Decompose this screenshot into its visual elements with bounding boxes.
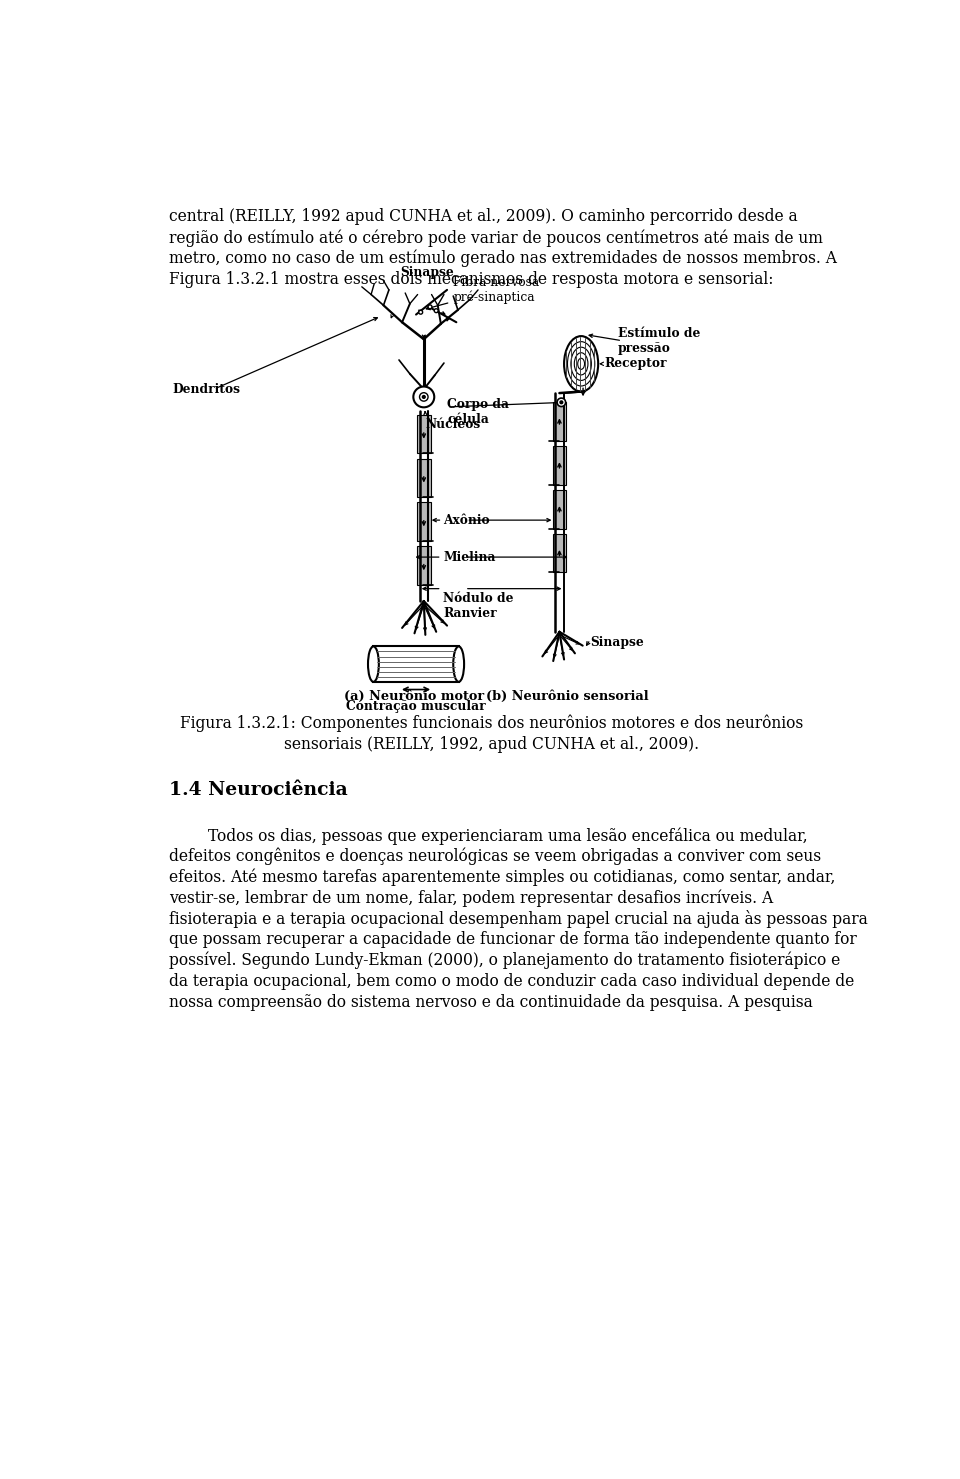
Text: Corpo da
célula: Corpo da célula (447, 398, 509, 426)
Text: Sinapse: Sinapse (590, 636, 644, 649)
Bar (417, 414, 431, 453)
Text: Nódulo de
Ranvier: Nódulo de Ranvier (444, 592, 514, 620)
Bar (554, 534, 566, 572)
Text: nossa compreensão do sistema nervoso e da continuidade da pesquisa. A pesquisa: nossa compreensão do sistema nervoso e d… (169, 994, 812, 1010)
Bar (417, 458, 431, 497)
Bar (554, 447, 566, 485)
Bar (554, 402, 566, 441)
Circle shape (428, 305, 432, 309)
Text: Contração muscular: Contração muscular (347, 701, 486, 713)
Text: Todos os dias, pessoas que experienciaram uma lesão encefálica ou medular,: Todos os dias, pessoas que experienciara… (169, 827, 807, 845)
Text: Mielina: Mielina (444, 550, 495, 563)
Text: (b) Neurônio sensorial: (b) Neurônio sensorial (486, 689, 649, 703)
Text: vestir-se, lembrar de um nome, falar, podem representar desafios incríveis. A: vestir-se, lembrar de um nome, falar, po… (169, 889, 773, 907)
Circle shape (434, 309, 438, 312)
Text: possível. Segundo Lundy-Ekman (2000), o planejamento do tratamento fisioterápico: possível. Segundo Lundy-Ekman (2000), o … (169, 952, 840, 969)
Text: Núcleos: Núcleos (425, 419, 481, 432)
Circle shape (557, 398, 565, 407)
Circle shape (422, 395, 425, 398)
Text: Fibra nervosa
pré-sinaptica: Fibra nervosa pré-sinaptica (426, 275, 540, 309)
Ellipse shape (453, 646, 464, 682)
Text: central (REILLY, 1992 apud CUNHA et al., 2009). O caminho percorrido desde a: central (REILLY, 1992 apud CUNHA et al.,… (169, 209, 798, 225)
Bar (373, 646, 459, 682)
Text: (a) Neurônio motor: (a) Neurônio motor (345, 689, 485, 703)
Text: que possam recuperar a capacidade de funcionar de forma tão independente quanto : que possam recuperar a capacidade de fun… (169, 932, 856, 948)
Ellipse shape (368, 646, 379, 682)
Circle shape (560, 401, 563, 404)
Text: efeitos. Até mesmo tarefas aparentemente simples ou cotidianas, como sentar, and: efeitos. Até mesmo tarefas aparentemente… (169, 868, 835, 886)
Bar (554, 490, 566, 528)
Text: defeitos congênitos e doenças neurológicas se veem obrigadas a conviver com seus: defeitos congênitos e doenças neurológic… (169, 847, 821, 865)
Text: Sinapse: Sinapse (400, 266, 454, 280)
Ellipse shape (564, 336, 598, 392)
Text: Estímulo de
pressão: Estímulo de pressão (617, 327, 700, 355)
Bar (417, 546, 431, 584)
Text: Figura 1.3.2.1: Componentes funcionais dos neurônios motores e dos neurônios: Figura 1.3.2.1: Componentes funcionais d… (180, 714, 804, 732)
Circle shape (414, 386, 434, 407)
Text: Dendritos: Dendritos (173, 383, 241, 396)
Text: metro, como no caso de um estímulo gerado nas extremidades de nossos membros. A: metro, como no caso de um estímulo gerad… (169, 250, 837, 268)
Text: 1.4 Neurociência: 1.4 Neurociência (169, 781, 348, 800)
Text: sensoriais (REILLY, 1992, apud CUNHA et al., 2009).: sensoriais (REILLY, 1992, apud CUNHA et … (284, 735, 700, 753)
Bar (417, 503, 431, 541)
Text: da terapia ocupacional, bem como o modo de conduzir cada caso individual depende: da terapia ocupacional, bem como o modo … (169, 973, 854, 989)
Text: região do estímulo até o cérebro pode variar de poucos centímetros até mais de u: região do estímulo até o cérebro pode va… (169, 229, 823, 247)
Circle shape (419, 311, 422, 314)
Text: Axônio: Axônio (444, 513, 490, 527)
Circle shape (420, 393, 428, 401)
Text: Receptor: Receptor (605, 358, 667, 370)
Text: fisioterapia e a terapia ocupacional desempenham papel crucial na ajuda às pesso: fisioterapia e a terapia ocupacional des… (169, 911, 868, 929)
Text: Figura 1.3.2.1 mostra esses dois mecanismos de resposta motora e sensorial:: Figura 1.3.2.1 mostra esses dois mecanis… (169, 271, 774, 287)
